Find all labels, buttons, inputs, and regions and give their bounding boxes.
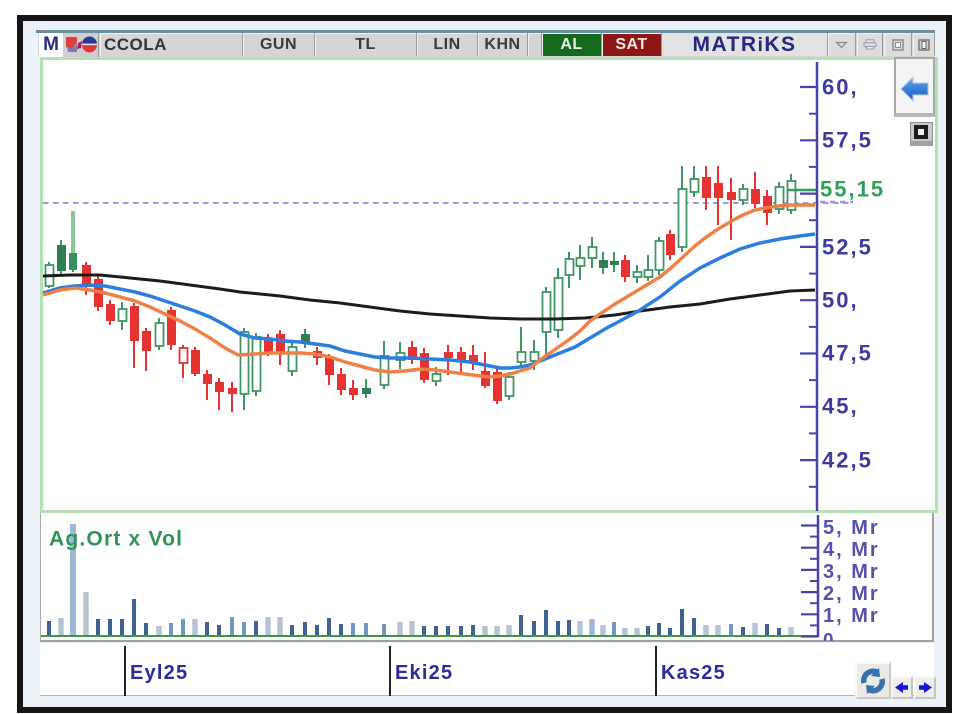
svg-text:2, Mr: 2, Mr xyxy=(823,583,880,605)
svg-text:55,15: 55,15 xyxy=(820,177,885,202)
svg-text:Eyl25: Eyl25 xyxy=(130,662,188,684)
svg-text:1, Mr: 1, Mr xyxy=(823,605,880,627)
svg-text:3, Mr: 3, Mr xyxy=(823,561,880,583)
svg-text:60,: 60, xyxy=(822,75,859,100)
svg-text:0,: 0, xyxy=(823,631,839,652)
svg-text:Kas25: Kas25 xyxy=(661,662,726,684)
svg-text:52,5: 52,5 xyxy=(822,235,873,260)
svg-text:50,: 50, xyxy=(822,288,859,313)
svg-text:Eki25: Eki25 xyxy=(395,662,453,684)
svg-text:42,5: 42,5 xyxy=(822,448,873,473)
svg-text:47,5: 47,5 xyxy=(822,341,873,366)
svg-text:4, Mr: 4, Mr xyxy=(823,539,880,561)
svg-text:45,: 45, xyxy=(822,394,859,419)
svg-text:5, Mr: 5, Mr xyxy=(823,517,880,539)
svg-text:Ag.Ort x Vol: Ag.Ort x Vol xyxy=(49,528,183,551)
svg-text:57,5: 57,5 xyxy=(822,128,873,153)
